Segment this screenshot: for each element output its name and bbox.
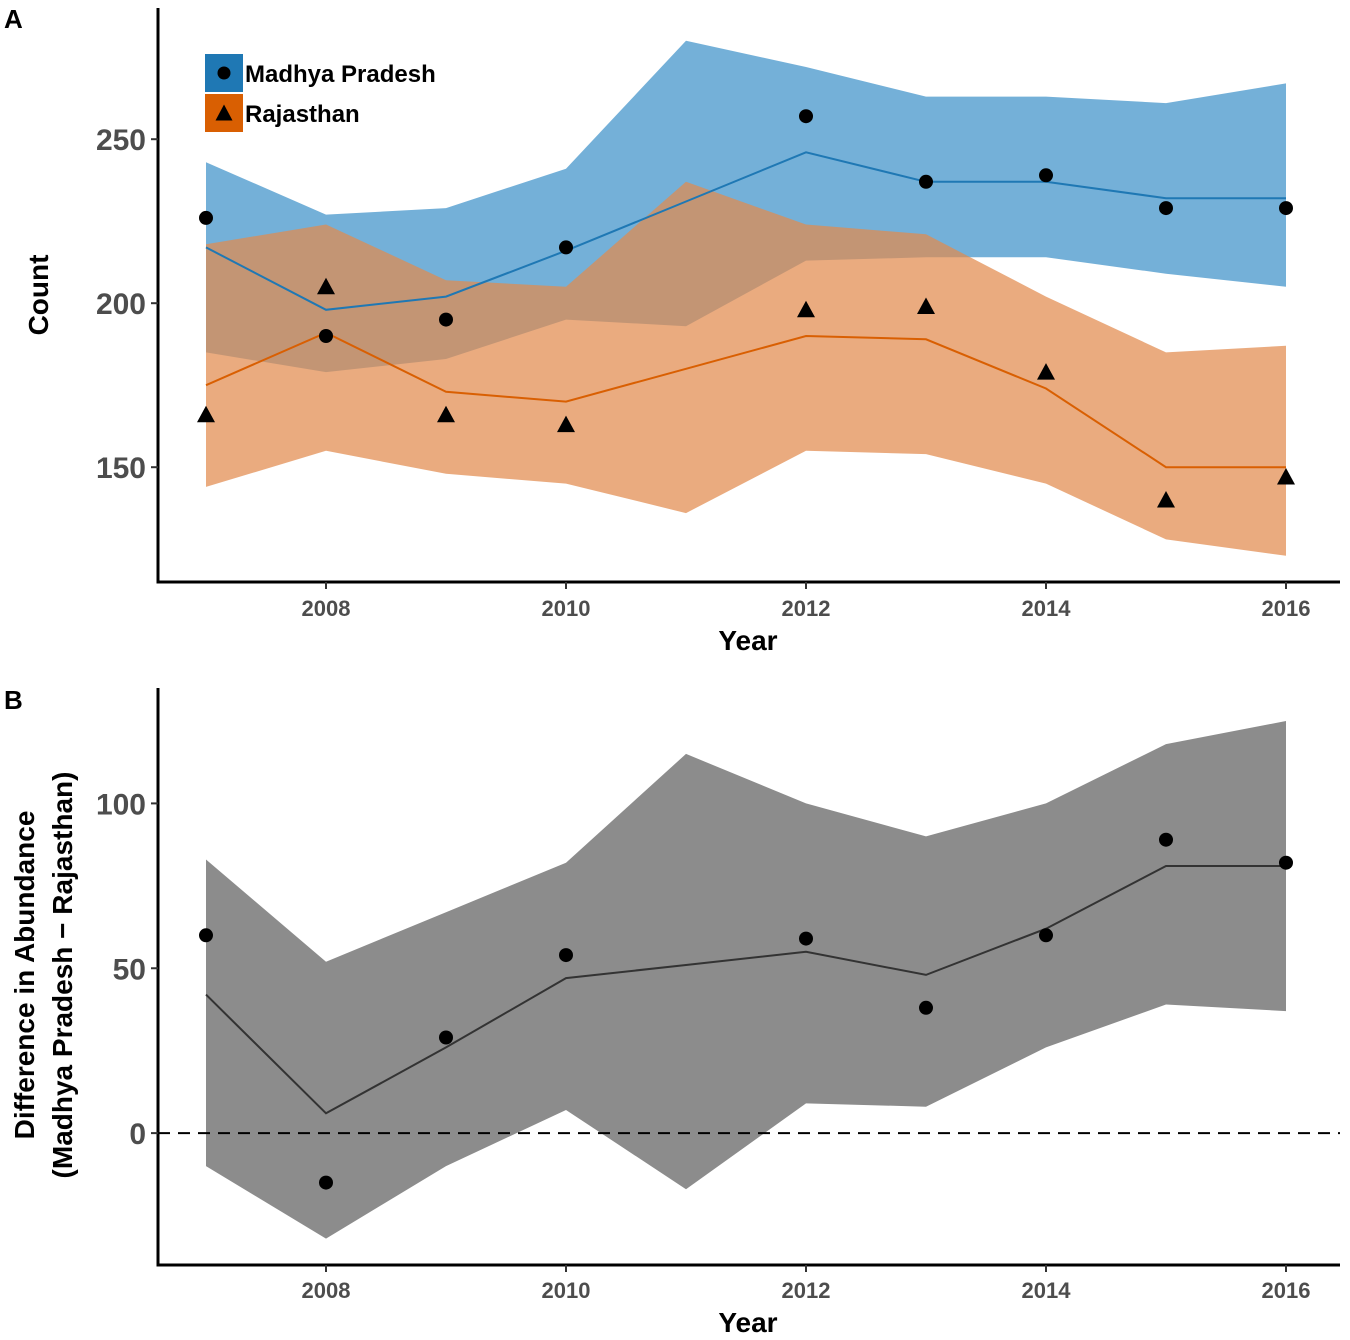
panel-a-x-ticks: 2008 2010 2012 2014 2016	[302, 582, 1311, 621]
panel-a-y-title: Count	[23, 255, 54, 336]
x-tick-label-2008: 2008	[302, 1278, 351, 1303]
point-difference-2016	[1279, 855, 1293, 870]
panel-a-y-ticks: 150 200 250	[96, 124, 158, 485]
panel-b-x-title: Year	[718, 1307, 777, 1338]
point-madhya-pradesh-2009	[439, 312, 453, 327]
point-rajasthan-2010	[557, 415, 575, 433]
point-rajasthan-2014	[1037, 363, 1055, 380]
fit-line-rajasthan	[205, 331, 1286, 469]
fit-line-madhya-pradesh	[205, 151, 1286, 311]
point-rajasthan-2012	[797, 300, 815, 318]
legend-marker-rajasthan	[215, 104, 233, 121]
x-tick-label-2016: 2016	[1262, 1278, 1311, 1303]
panel-a: A 150 200 250 2008 2010 2012 2014 2016 Year Co…	[4, 4, 1340, 656]
x-tick-label-2010: 2010	[542, 596, 591, 621]
y-tick-label-50: 50	[113, 953, 146, 986]
point-difference-2012	[799, 931, 813, 946]
point-rajasthan-2015	[1157, 491, 1175, 508]
point-difference-2013	[919, 1000, 933, 1015]
x-tick-label-2012: 2012	[782, 596, 831, 621]
point-rajasthan-2007	[197, 405, 215, 423]
panel-b-y-title-line1: Difference in Abundance	[9, 811, 40, 1140]
panel-b-bands	[206, 721, 1286, 1239]
x-tick-label-2012: 2012	[782, 1278, 831, 1303]
point-madhya-pradesh-2015	[1159, 201, 1173, 216]
point-madhya-pradesh-2007	[199, 210, 213, 225]
point-madhya-pradesh-2013	[919, 174, 933, 189]
panel-b: B 0 50 100 2008 2010 2012 2014 2016 Year Diffe…	[4, 685, 1340, 1338]
point-difference-2009	[439, 1030, 453, 1045]
y-tick-label-200: 200	[96, 288, 146, 321]
fit-line-difference	[205, 865, 1286, 1115]
point-difference-2008	[319, 1175, 333, 1190]
panel-b-y-title-line2: (Madhya Pradesh − Rajasthan)	[47, 772, 78, 1179]
point-rajasthan-2016	[1277, 468, 1295, 485]
point-madhya-pradesh-2008	[319, 329, 333, 343]
x-tick-label-2014: 2014	[1022, 1278, 1072, 1303]
legend-label-madhya-pradesh: Madhya Pradesh	[245, 61, 436, 88]
point-difference-2014	[1039, 928, 1053, 943]
point-rajasthan-2009	[437, 405, 455, 423]
legend-label-rajasthan: Rajasthan	[245, 101, 360, 128]
point-difference-2010	[559, 948, 573, 963]
point-madhya-pradesh-2012	[799, 109, 813, 124]
panel-b-y-ticks: 0 50 100	[96, 788, 158, 1151]
band-difference	[206, 721, 1286, 1239]
y-tick-label-250: 250	[96, 124, 146, 157]
panel-a-points	[197, 109, 1295, 508]
point-madhya-pradesh-2014	[1039, 168, 1053, 183]
point-difference-2015	[1159, 832, 1173, 847]
y-tick-label-100: 100	[96, 788, 146, 821]
x-tick-label-2014: 2014	[1022, 596, 1072, 621]
panel-a-letter: A	[4, 4, 23, 34]
point-rajasthan-2013	[917, 297, 935, 314]
point-madhya-pradesh-2010	[559, 240, 573, 255]
point-difference-2007	[199, 928, 213, 943]
legend-marker-madhya-pradesh	[217, 66, 231, 80]
panel-a-bands	[206, 40, 1286, 556]
panel-b-x-ticks: 2008 2010 2012 2014 2016	[302, 1265, 1311, 1303]
y-tick-label-0: 0	[129, 1118, 146, 1151]
band-rajasthan	[206, 181, 1286, 556]
panel-a-legend: Madhya Pradesh Rajasthan	[205, 54, 436, 132]
panel-b-fit-lines	[205, 865, 1286, 1115]
panel-a-fit-lines	[205, 151, 1286, 469]
x-tick-label-2016: 2016	[1262, 596, 1311, 621]
point-rajasthan-2008	[317, 277, 335, 295]
point-madhya-pradesh-2016	[1279, 201, 1293, 216]
panel-b-letter: B	[4, 685, 23, 715]
panel-b-points	[199, 832, 1293, 1190]
y-tick-label-150: 150	[96, 452, 146, 485]
x-tick-label-2008: 2008	[302, 596, 351, 621]
panel-a-x-title: Year	[718, 625, 777, 656]
x-tick-label-2010: 2010	[542, 1278, 591, 1303]
